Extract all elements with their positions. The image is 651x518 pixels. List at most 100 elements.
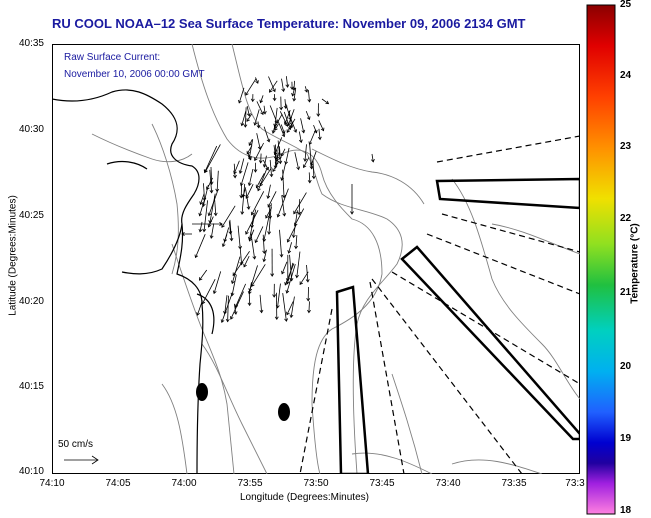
current-vector-head	[230, 280, 235, 285]
current-vector-head	[307, 179, 312, 184]
y-tick: 40:35	[18, 38, 44, 49]
current-vector	[284, 263, 295, 286]
current-vector-head	[292, 98, 297, 102]
current-vector	[203, 183, 205, 201]
current-vector-head	[262, 250, 267, 255]
bathymetry-contours	[91, 44, 580, 474]
current-vector-head	[287, 250, 292, 254]
current-vector	[281, 78, 285, 92]
scale-arrow	[64, 455, 99, 465]
current-vector	[267, 191, 277, 208]
current-vector	[285, 76, 289, 88]
current-vector-head	[274, 127, 278, 131]
current-vector	[308, 90, 310, 102]
current-vector-head	[287, 126, 292, 131]
x-tick: 73:45	[369, 478, 395, 489]
current-vector-head	[278, 160, 283, 165]
current-vector	[267, 184, 271, 199]
current-vector	[221, 205, 236, 228]
current-vector	[248, 209, 257, 240]
current-vector-head	[260, 111, 264, 116]
current-vector-head	[229, 316, 234, 320]
current-vector-head	[307, 309, 311, 314]
current-vector-head	[281, 270, 285, 275]
current-vector-head	[209, 235, 214, 239]
current-vector-head	[325, 100, 330, 105]
current-vector-head	[245, 92, 249, 96]
current-vector	[229, 219, 233, 241]
current-vector-head	[259, 99, 264, 104]
current-vector-head	[317, 136, 322, 141]
current-vector	[281, 148, 286, 157]
current-vector-head	[262, 258, 267, 263]
current-vector	[279, 146, 281, 164]
current-vector-head	[199, 201, 204, 206]
x-tick: 73:35	[501, 478, 527, 489]
current-vector	[286, 301, 294, 315]
x-tick: 73:55	[237, 478, 263, 489]
current-vector	[304, 144, 307, 162]
current-vector	[293, 80, 295, 91]
current-vector-head	[297, 211, 302, 216]
current-vector-head	[294, 245, 298, 250]
current-vector-head	[293, 210, 297, 215]
current-vector-head	[271, 130, 276, 134]
current-vector	[256, 101, 264, 115]
current-vector-head	[196, 312, 200, 316]
current-vector	[240, 162, 249, 186]
current-vector	[287, 109, 295, 126]
current-vector	[246, 105, 250, 117]
current-vector-head	[246, 118, 250, 122]
current-vector-head	[285, 84, 290, 88]
current-vector	[222, 234, 228, 247]
current-vector-head	[272, 168, 276, 173]
current-vector	[206, 177, 213, 190]
current-vector-head	[219, 222, 223, 226]
current-vector-head	[274, 316, 279, 321]
current-vector-head	[256, 124, 261, 129]
current-vector-head	[281, 88, 286, 93]
surface-current-vectors	[181, 76, 375, 324]
current-vector	[249, 265, 258, 292]
current-vector	[255, 226, 264, 243]
current-vector	[262, 234, 265, 254]
current-vector	[256, 133, 261, 150]
current-vector-head	[202, 228, 207, 233]
current-vector-head	[221, 243, 226, 248]
current-vector	[310, 151, 317, 166]
current-vector	[259, 294, 263, 313]
current-vector	[231, 274, 237, 296]
current-vector-head	[243, 263, 247, 268]
current-vector	[199, 269, 208, 281]
current-vector-head	[253, 122, 258, 126]
current-vector	[293, 192, 307, 214]
current-vector	[245, 189, 250, 210]
current-vector-head	[284, 281, 288, 286]
current-vector	[248, 168, 254, 186]
current-vector-head	[220, 319, 225, 324]
current-vector-head	[229, 237, 234, 242]
current-vector-head	[301, 129, 306, 134]
current-vector-head	[272, 294, 277, 298]
current-vector	[260, 95, 264, 103]
current-vector-head	[303, 158, 308, 162]
current-vector-head	[281, 133, 286, 138]
current-vector-head	[309, 165, 314, 170]
current-vector-head	[233, 311, 238, 315]
current-vector-head	[284, 318, 289, 322]
current-vector-head	[225, 318, 230, 323]
current-vector-head	[254, 157, 258, 162]
current-vector	[294, 152, 300, 170]
current-vector	[208, 191, 218, 216]
current-vector	[281, 163, 286, 181]
current-vector-head	[308, 141, 313, 146]
current-vector-head	[238, 99, 242, 104]
current-vector-head	[291, 92, 295, 97]
current-vector-head	[259, 182, 263, 187]
current-vector	[286, 264, 296, 294]
current-vector-head	[207, 212, 212, 217]
current-vector	[287, 224, 297, 243]
current-vector-head	[233, 174, 237, 179]
current-vector	[257, 166, 268, 191]
current-vector-head	[207, 223, 212, 228]
